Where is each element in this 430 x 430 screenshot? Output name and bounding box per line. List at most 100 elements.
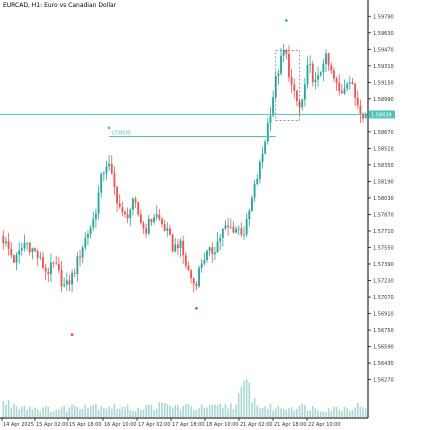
volume-bar — [155, 409, 158, 417]
candle — [200, 259, 203, 273]
candle-body — [253, 183, 256, 198]
volume-bar — [23, 405, 26, 417]
candle-body — [39, 256, 42, 258]
candle — [92, 211, 95, 231]
candle-body — [359, 105, 362, 114]
candle-body — [102, 173, 105, 175]
candle-body — [147, 218, 150, 234]
candle-body — [235, 229, 238, 233]
candle — [126, 207, 129, 223]
price-tick-label: 1.56910 — [373, 312, 394, 318]
volume-bar — [137, 408, 140, 417]
volume-bar — [95, 403, 97, 417]
candle — [134, 196, 137, 209]
candle-body — [118, 203, 121, 208]
candle-body — [206, 250, 208, 260]
candle-body — [166, 228, 169, 231]
current-price-tag — [369, 110, 395, 119]
price-tick-label: 1.59790 — [373, 14, 394, 20]
candle — [343, 79, 346, 95]
candle-body — [113, 173, 116, 187]
candle-body — [153, 217, 156, 223]
candle — [340, 83, 343, 94]
candle — [211, 241, 214, 263]
candle — [81, 245, 84, 264]
price-tick-label: 1.59630 — [373, 31, 394, 37]
candle-body — [261, 153, 264, 163]
structure-lines: LT-BOS — [0, 50, 368, 138]
swing-marker — [70, 333, 74, 336]
candle-body — [150, 218, 153, 223]
volume-bar — [73, 405, 76, 417]
volume-bar — [256, 405, 259, 417]
candle — [100, 171, 103, 198]
candle-body — [285, 49, 288, 54]
candle — [166, 221, 169, 237]
candle — [110, 155, 113, 175]
candle-body — [362, 113, 364, 119]
candle-body — [55, 263, 58, 265]
candle-body — [314, 79, 317, 83]
candle-body — [266, 123, 269, 142]
candle — [227, 217, 230, 236]
candle-body — [116, 186, 118, 204]
candle — [57, 256, 60, 274]
candle — [356, 90, 359, 110]
volume-bar — [31, 409, 34, 417]
volume-bar — [50, 412, 52, 417]
candle-body — [42, 256, 44, 268]
volume-bar — [39, 411, 42, 417]
candle — [330, 62, 333, 75]
volume-bar — [298, 405, 301, 417]
candle-body — [343, 88, 346, 94]
candle-body — [264, 141, 267, 154]
candle — [269, 106, 272, 131]
candle-body — [364, 113, 367, 119]
candle-body — [248, 210, 251, 220]
candle-body — [20, 248, 23, 251]
volume-bar — [118, 408, 121, 417]
volume-bar — [28, 406, 31, 417]
candle — [65, 272, 68, 291]
candle — [10, 242, 13, 259]
volume-bar — [166, 404, 169, 417]
candle — [116, 186, 118, 212]
candle-body — [317, 75, 319, 80]
candle-body — [256, 179, 259, 184]
candle-body — [340, 91, 343, 94]
candle-body — [94, 213, 97, 220]
candle-body — [327, 53, 330, 66]
candle — [108, 154, 111, 171]
candle — [245, 213, 248, 237]
volume-bar — [92, 405, 95, 417]
volume-bar — [259, 408, 261, 417]
candle — [102, 170, 105, 182]
volume-bar — [192, 409, 195, 417]
time-tick-label: 21 Apr 18:00 — [274, 422, 307, 428]
volume-bar — [224, 404, 227, 417]
candle — [161, 217, 163, 228]
candle-body — [179, 240, 182, 249]
time-axis: 14 Apr 2025 15 Apr 02:00 15 Apr 18:00 16 Ap… — [0, 417, 368, 428]
volume-bar — [317, 410, 319, 417]
candle-body — [211, 247, 214, 255]
volume-bar — [113, 403, 116, 417]
candle-body — [184, 255, 187, 266]
volume-bar — [253, 398, 256, 417]
candle — [163, 219, 166, 232]
volume-bar — [356, 402, 359, 417]
candle-body — [68, 280, 71, 285]
candle — [169, 224, 171, 236]
candle — [68, 275, 71, 292]
candle-body — [348, 82, 351, 84]
candle-body — [229, 226, 232, 228]
volume-bar — [79, 409, 81, 417]
candle — [87, 230, 89, 246]
volume-bar — [132, 411, 134, 417]
candle — [18, 242, 21, 264]
candle — [142, 221, 145, 234]
candle — [348, 75, 351, 90]
candle-body — [330, 65, 333, 71]
